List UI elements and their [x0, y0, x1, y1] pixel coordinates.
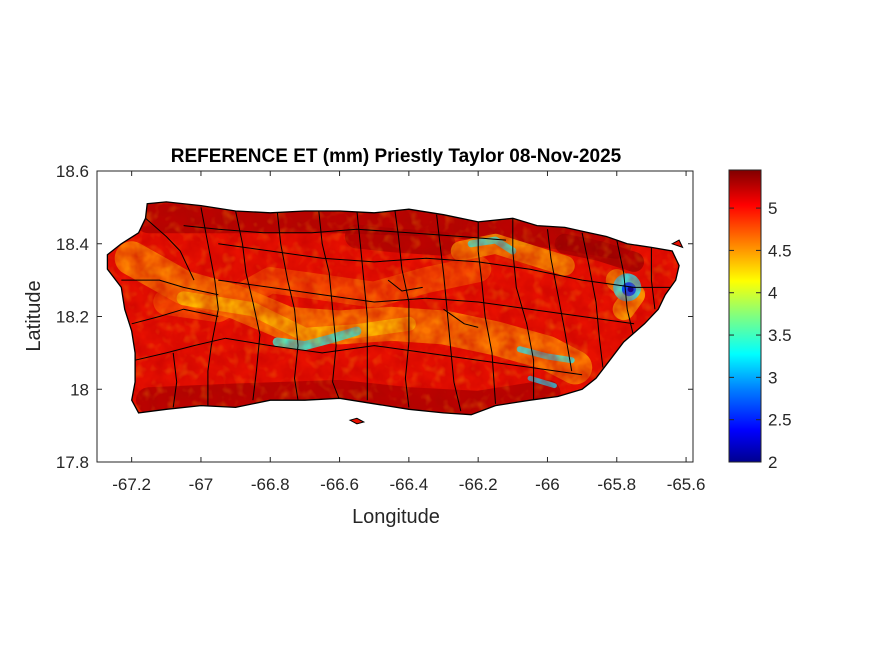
- municipality-boundary: [477, 221, 496, 404]
- y-tick-label: 18.6: [56, 162, 89, 181]
- x-axis-label: Longitude: [352, 506, 440, 528]
- municipality-boundary: [218, 279, 635, 325]
- municipality-boundaries: [106, 201, 684, 425]
- municipality-boundary: [443, 308, 479, 328]
- x-tick-label: -65.8: [597, 475, 636, 494]
- colorbar-tick-label: 3: [768, 368, 777, 387]
- municipality-boundary: [276, 210, 299, 401]
- municipality-boundary: [387, 279, 423, 292]
- colorbar-tick-label: 4.5: [768, 241, 792, 260]
- municipality-boundary: [356, 210, 368, 401]
- colorbar: [728, 169, 762, 463]
- municipality-boundary: [131, 308, 219, 325]
- y-axis-label: Latitude: [23, 280, 45, 351]
- colorbar-tick-label: 4: [768, 284, 777, 303]
- municipality-boundary: [200, 207, 219, 408]
- y-tick-label: 18.2: [56, 308, 89, 327]
- municipality-boundary: [650, 247, 656, 310]
- y-tick-label: 18.4: [56, 235, 89, 254]
- x-tick-label: -65.6: [667, 475, 706, 494]
- coastline: [106, 201, 680, 416]
- municipality-boundary: [394, 210, 410, 408]
- x-tick-label: -66.2: [459, 475, 498, 494]
- x-tick-label: -67.2: [112, 475, 151, 494]
- chart-title: REFERENCE ET (mm) Priestly Taylor 08-Nov…: [171, 146, 622, 167]
- colorbar-tick-label: 2: [768, 453, 777, 472]
- y-tick-label: 18: [70, 380, 89, 399]
- municipality-boundary: [134, 337, 226, 361]
- x-tick-label: -66.4: [389, 475, 428, 494]
- y-axis: 17.8 18 18.2 18.4 18.6: [56, 162, 693, 472]
- municipality-boundary: [145, 217, 195, 281]
- colorbar-tick-label: 3.5: [768, 326, 792, 345]
- municipality-boundary: [235, 210, 261, 401]
- islet: [670, 239, 684, 249]
- x-tick-label: -67: [189, 475, 214, 494]
- y-tick-label: 17.8: [56, 453, 89, 472]
- x-tick-label: -66.6: [320, 475, 359, 494]
- x-tick-label: -66.8: [251, 475, 290, 494]
- municipality-boundary: [172, 352, 178, 408]
- raster-texture: [107, 201, 680, 415]
- x-tick-label: -66: [535, 475, 560, 494]
- municipality-boundary: [183, 225, 506, 241]
- municipality-boundary: [225, 337, 583, 376]
- municipality-boundary: [547, 229, 573, 372]
- x-axis: -67.2 -67 -66.8 -66.6 -66.4 -66.2 -66 -65.8 -65.…: [112, 171, 705, 494]
- municipality-boundary: [512, 218, 535, 401]
- municipality-boundary: [121, 279, 219, 296]
- colorbar-tick-label: 5: [768, 199, 777, 218]
- municipality-boundary: [436, 214, 462, 412]
- colorbar-tick-label: 2.5: [768, 411, 792, 430]
- municipality-boundary: [218, 243, 673, 288]
- municipality-boundary: [581, 232, 604, 368]
- colorbar-ticks: 2 2.5 3 3.5 4 4.5 5: [729, 199, 792, 472]
- islet: [348, 417, 366, 425]
- municipality-boundary: [318, 210, 341, 401]
